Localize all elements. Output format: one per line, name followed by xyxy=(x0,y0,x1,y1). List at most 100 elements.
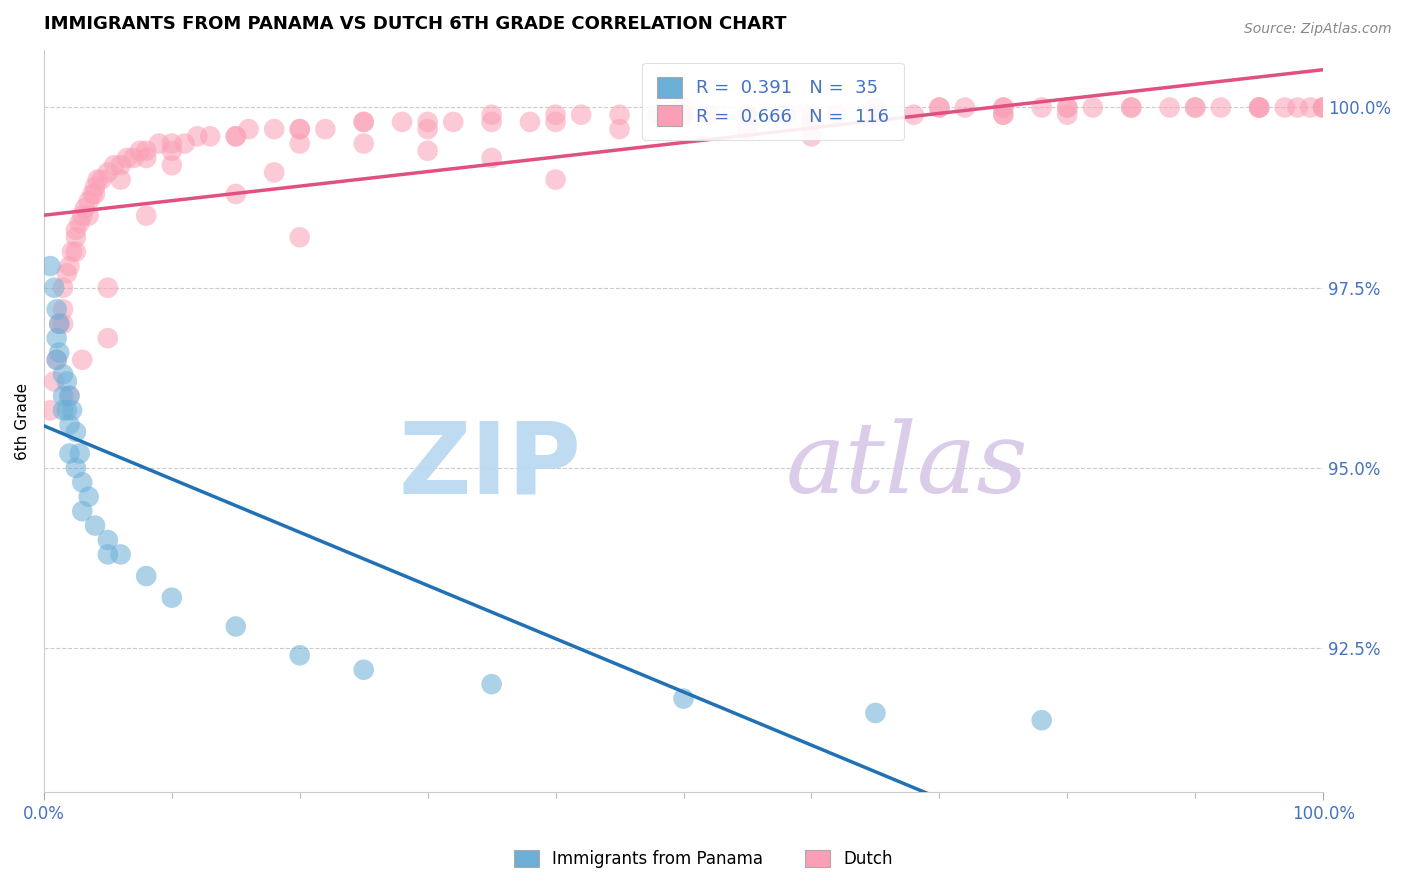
Point xyxy=(1209,101,1232,115)
Point xyxy=(416,115,439,129)
Point xyxy=(60,403,83,417)
Point xyxy=(238,122,260,136)
Text: Source: ZipAtlas.com: Source: ZipAtlas.com xyxy=(1244,22,1392,37)
Text: IMMIGRANTS FROM PANAMA VS DUTCH 6TH GRADE CORRELATION CHART: IMMIGRANTS FROM PANAMA VS DUTCH 6TH GRAD… xyxy=(44,15,786,33)
Point xyxy=(288,648,311,663)
Point xyxy=(110,172,132,186)
Point xyxy=(160,591,183,605)
Point xyxy=(39,403,62,417)
Point xyxy=(865,108,887,122)
Point xyxy=(775,108,797,122)
Point xyxy=(737,122,759,136)
Point xyxy=(56,375,79,389)
Point xyxy=(672,691,695,706)
Point xyxy=(1159,101,1181,115)
Point xyxy=(45,352,67,367)
Point xyxy=(58,389,80,403)
Point xyxy=(97,281,120,295)
Point xyxy=(1121,101,1143,115)
Point xyxy=(441,115,464,129)
Point xyxy=(288,230,311,244)
Point xyxy=(52,389,75,403)
Point xyxy=(544,108,567,122)
Point xyxy=(65,425,87,439)
Point xyxy=(48,317,70,331)
Point xyxy=(288,136,311,151)
Y-axis label: 6th Grade: 6th Grade xyxy=(15,383,30,459)
Point xyxy=(45,352,67,367)
Point xyxy=(353,115,375,129)
Point xyxy=(544,115,567,129)
Point xyxy=(993,108,1015,122)
Point xyxy=(1312,101,1334,115)
Point xyxy=(52,368,75,382)
Point xyxy=(1081,101,1104,115)
Point xyxy=(52,317,75,331)
Point xyxy=(110,158,132,172)
Point xyxy=(97,331,120,345)
Point xyxy=(993,101,1015,115)
Point xyxy=(1299,101,1322,115)
Point xyxy=(160,158,183,172)
Point xyxy=(1274,101,1296,115)
Point xyxy=(800,115,823,129)
Point xyxy=(97,533,120,547)
Point xyxy=(288,122,311,136)
Point xyxy=(353,115,375,129)
Point xyxy=(77,209,100,223)
Point xyxy=(1312,101,1334,115)
Point xyxy=(672,108,695,122)
Point xyxy=(39,259,62,273)
Point xyxy=(84,186,107,201)
Point xyxy=(69,216,91,230)
Point xyxy=(928,101,950,115)
Point xyxy=(135,151,157,165)
Point xyxy=(1249,101,1271,115)
Point xyxy=(56,266,79,280)
Point xyxy=(73,202,96,216)
Point xyxy=(1249,101,1271,115)
Point xyxy=(86,172,108,186)
Point xyxy=(72,209,94,223)
Point xyxy=(1312,101,1334,115)
Point xyxy=(544,172,567,186)
Point xyxy=(1286,101,1309,115)
Point xyxy=(800,129,823,144)
Point xyxy=(65,461,87,475)
Point xyxy=(993,108,1015,122)
Point xyxy=(72,352,94,367)
Point xyxy=(391,115,413,129)
Point xyxy=(58,417,80,432)
Point xyxy=(115,151,138,165)
Point xyxy=(225,129,247,144)
Point xyxy=(1121,101,1143,115)
Point xyxy=(84,179,107,194)
Point xyxy=(58,389,80,403)
Point xyxy=(263,122,285,136)
Point xyxy=(314,122,336,136)
Point xyxy=(52,281,75,295)
Point xyxy=(72,504,94,518)
Point xyxy=(148,136,170,151)
Point xyxy=(65,223,87,237)
Point xyxy=(122,151,145,165)
Point xyxy=(77,490,100,504)
Point xyxy=(672,108,695,122)
Point xyxy=(42,375,65,389)
Point xyxy=(82,186,104,201)
Point xyxy=(903,108,925,122)
Point xyxy=(48,345,70,359)
Point xyxy=(56,403,79,417)
Point xyxy=(84,518,107,533)
Point xyxy=(173,136,195,151)
Text: ZIP: ZIP xyxy=(398,417,581,514)
Point xyxy=(45,331,67,345)
Point xyxy=(225,186,247,201)
Point xyxy=(65,230,87,244)
Point xyxy=(672,101,695,115)
Point xyxy=(103,158,125,172)
Point xyxy=(519,115,541,129)
Point xyxy=(353,136,375,151)
Point xyxy=(865,101,887,115)
Point xyxy=(225,619,247,633)
